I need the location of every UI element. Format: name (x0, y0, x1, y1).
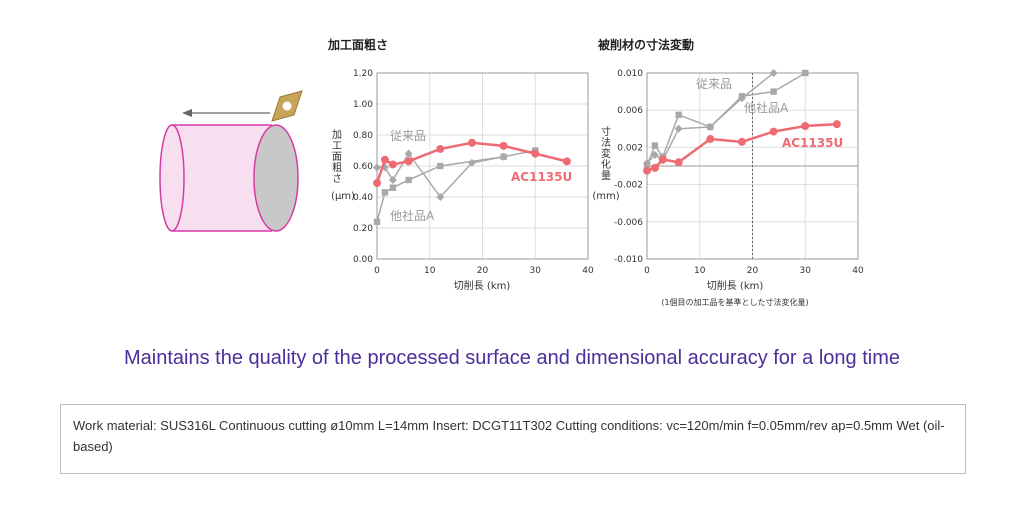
data-point (769, 69, 778, 77)
data-point (706, 122, 715, 131)
data-point (706, 135, 715, 144)
data-point (769, 127, 778, 136)
y-tick-label: 0.00 (353, 255, 373, 265)
x-axis-label: 切削長 (km) (707, 279, 764, 292)
y-axis-label-char: 法 (601, 136, 611, 149)
series-label: AC1135U (511, 170, 572, 184)
y-axis-label-char: 工 (332, 141, 342, 152)
data-point (658, 155, 667, 164)
chart-note: (1個目の加工品を基準とした寸法変化量) (661, 297, 808, 307)
x-axis-label: 切削長 (km) (454, 279, 511, 292)
data-point (770, 88, 777, 95)
x-tick-label: 40 (582, 266, 594, 276)
y-axis-label-char: 粗 (332, 162, 342, 174)
y-tick-label: 0.010 (617, 69, 643, 79)
series-label: AC1135U (782, 136, 843, 150)
data-point (675, 111, 682, 119)
data-point (436, 193, 445, 201)
y-axis-label: 加工面粗さ (332, 129, 342, 185)
y-tick-label: 0.002 (617, 143, 643, 153)
feed-arrow-icon (182, 109, 270, 117)
data-point (388, 160, 397, 169)
x-tick-label: 0 (374, 266, 380, 276)
data-point (832, 120, 841, 129)
series-label: 他社品A (390, 208, 435, 223)
y-tick-label: 1.20 (353, 69, 373, 79)
y-tick-label: -0.010 (614, 255, 643, 265)
y-axis-label-char: 寸 (601, 125, 611, 138)
workpiece-illustration (159, 90, 303, 232)
cutting-conditions-box: Work material: SUS316L Continuous cuttin… (60, 404, 966, 474)
x-tick-label: 30 (800, 266, 812, 276)
y-axis-label-char: さ (332, 173, 342, 185)
data-point (651, 142, 659, 149)
data-point (643, 159, 651, 168)
x-tick-label: 40 (852, 266, 864, 276)
y-tick-label: 1.00 (353, 100, 373, 110)
data-point (389, 184, 397, 191)
data-point (737, 94, 746, 103)
headline: Maintains the quality of the processed s… (124, 347, 900, 369)
data-point (674, 158, 683, 167)
data-point (404, 149, 413, 158)
y-tick-label: 0.60 (353, 162, 373, 172)
y-tick-label: 0.20 (353, 224, 373, 234)
chart-title: 加工面粗さ (327, 37, 388, 52)
data-point (388, 175, 397, 184)
data-point (737, 137, 746, 146)
insert-tool-icon (271, 90, 303, 122)
y-axis-label: 寸法変化量 (601, 125, 611, 182)
series-label: 従来品 (696, 77, 732, 91)
data-point (467, 158, 476, 167)
series-label: 他社品A (744, 100, 789, 115)
y-axis-label-char: 加 (332, 129, 342, 141)
data-point (499, 141, 508, 150)
data-point (499, 152, 508, 161)
series-label: 従来品 (390, 129, 426, 143)
chart-title: 被削材の寸法変動 (598, 37, 694, 52)
x-tick-label: 10 (424, 266, 436, 276)
data-point (373, 163, 381, 172)
data-point (436, 144, 445, 153)
y-axis-label-char: 化 (601, 158, 611, 171)
x-tick-label: 20 (477, 266, 489, 276)
data-point (437, 162, 444, 170)
data-point (650, 163, 659, 172)
y-tick-label: 0.006 (617, 106, 643, 116)
x-tick-label: 20 (747, 266, 759, 276)
y-axis-unit: (mm) (592, 191, 619, 202)
x-tick-label: 30 (530, 266, 542, 276)
dimension-chart: 被削材の寸法変動 寸法変化量 (mm) 0 10 20 30 40 -0.010 -0.00… (592, 37, 864, 307)
data-point (373, 218, 381, 225)
data-point (381, 189, 389, 196)
data-point (373, 179, 381, 188)
y-tick-label: 0.80 (353, 131, 373, 141)
data-point (650, 150, 659, 159)
data-point (531, 149, 540, 158)
y-tick-label: -0.006 (614, 218, 643, 228)
data-point (674, 124, 683, 133)
y-tick-label: -0.002 (614, 181, 643, 191)
data-point (405, 176, 412, 184)
x-tick-label: 10 (694, 266, 706, 276)
x-tick-label: 0 (644, 266, 650, 276)
y-tick-label: 0.40 (353, 193, 373, 203)
data-point (802, 69, 809, 77)
y-axis-label-char: 量 (601, 170, 611, 182)
y-axis-label-char: 変 (601, 147, 611, 160)
data-point (404, 157, 413, 166)
data-point (562, 157, 571, 166)
roughness-chart: 加工面粗さ 加工面粗さ (μm) 0 10 20 30 40 0.00 0.20 0.40 0.… (327, 37, 594, 292)
y-axis-unit: (μm) (331, 191, 355, 202)
data-point (643, 166, 651, 175)
data-point (467, 138, 476, 147)
data-point (380, 155, 389, 164)
y-axis-label-char: 面 (332, 152, 342, 163)
workpiece-cylinder-icon (159, 124, 299, 232)
data-point (801, 122, 810, 131)
